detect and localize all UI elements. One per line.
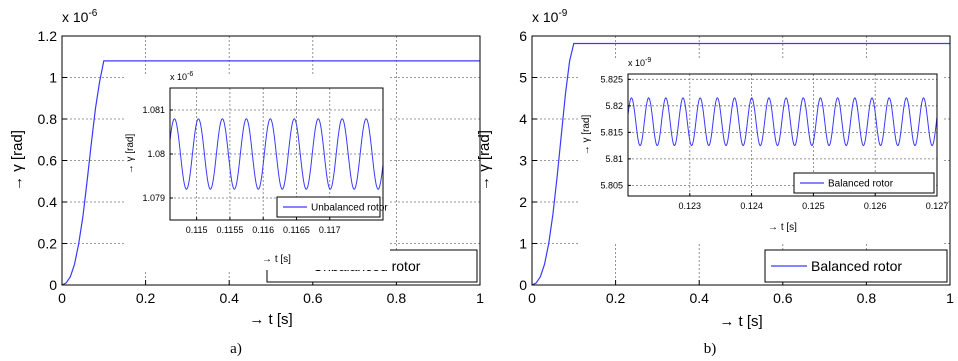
chart-b-ytick-label-2: 2 bbox=[519, 194, 527, 210]
chart-b-xtick-label-4: 0.8 bbox=[857, 290, 877, 306]
chart-a-y-exponent: x 10-6 bbox=[62, 8, 98, 25]
chart-b-inset-legend-label: Balanced rotor bbox=[828, 179, 894, 190]
caption-b: b) bbox=[704, 341, 717, 357]
chart-a-inset-ytick-label-2: 1.081 bbox=[142, 105, 165, 115]
caption-a: a) bbox=[230, 341, 242, 357]
chart-a-ytick-label-4: 0.8 bbox=[38, 111, 58, 127]
chart-a-inset: 0.115 0.1155 0.116 0.1165 0.117 1.079 1.08 1.08… bbox=[125, 71, 390, 270]
chart-b-ytick-label-3: 3 bbox=[519, 152, 527, 168]
chart-a-ytick-label-2: 0.4 bbox=[38, 194, 58, 210]
chart-b-inset-series-line-0 bbox=[627, 97, 938, 147]
chart-b-inset-x-axis-label: → t [s] bbox=[768, 222, 797, 233]
chart-b-inset-ytick-label-0: 5.805 bbox=[600, 181, 623, 191]
chart-b-y-exponent: x 10-9 bbox=[532, 8, 568, 25]
chart-a-x-axis-label: → t [s] bbox=[249, 311, 292, 328]
chart-a-inset-series-line-0 bbox=[169, 118, 384, 190]
chart-a-inset-xtick-label-1: 0.1155 bbox=[216, 225, 243, 235]
chart-b-ytick-label-0: 0 bbox=[519, 277, 527, 293]
chart-a-inset-xtick-label-0: 0.115 bbox=[186, 225, 208, 235]
chart-b-inset-frame bbox=[627, 73, 938, 197]
chart-b-xtick-label-2: 0.4 bbox=[689, 290, 709, 306]
chart-a-inset-xtick-label-3: 0.1165 bbox=[283, 225, 310, 235]
chart-a-xtick-label-1: 0.2 bbox=[136, 290, 156, 306]
chart-a-xtick-label-0: 0 bbox=[58, 290, 66, 306]
chart-a-inset-ytick-label-1: 1.08 bbox=[147, 149, 165, 159]
chart-b-ytick-label-6: 6 bbox=[519, 28, 527, 44]
chart-a-y-axis-label: → γ [rad] bbox=[9, 130, 26, 191]
chart-a-ytick-label-6: 1.2 bbox=[38, 28, 58, 44]
chart-b-ytick-label-1: 1 bbox=[519, 235, 527, 251]
chart-b-inset-ytick-label-4: 5.825 bbox=[600, 74, 623, 84]
chart-a-xtick-label-4: 0.8 bbox=[387, 290, 407, 306]
chart-b-y-axis-label: → γ [rad] bbox=[476, 130, 493, 191]
chart-b-ytick-label-5: 5 bbox=[519, 69, 527, 85]
chart-b-inset-y-exponent: x 10-9 bbox=[628, 57, 651, 68]
chart-b-xtick-label-1: 0.2 bbox=[606, 290, 626, 306]
chart-b-inset-y-axis-label: → γ [rad] bbox=[581, 115, 592, 156]
chart-a-inset-y-exponent: x 10-6 bbox=[170, 71, 193, 82]
chart-a-inset-legend-box bbox=[276, 196, 381, 218]
chart-a-xtick-label-5: 1 bbox=[476, 290, 484, 306]
chart-a-inset-xtick-label-4: 0.117 bbox=[319, 225, 341, 235]
chart-a-series-line-0 bbox=[61, 60, 480, 286]
chart-b-xtick-label-0: 0 bbox=[528, 290, 536, 306]
chart-a-inset-legend-label: Unbalanced rotor bbox=[311, 203, 388, 214]
chart-a-ytick-label-1: 0.2 bbox=[38, 235, 58, 251]
chart-a-ytick-label-3: 0.6 bbox=[38, 152, 58, 168]
chart-a-xtick-label-2: 0.4 bbox=[219, 290, 239, 306]
chart-b-legend-label: Balanced rotor bbox=[811, 258, 902, 274]
chart-b-inset-xtick-label-4: 0.127 bbox=[926, 201, 949, 211]
chart-a-xtick-label-3: 0.6 bbox=[303, 290, 323, 306]
chart-b-x-axis-label: → t [s] bbox=[719, 313, 762, 330]
chart-b-xtick-label-3: 0.6 bbox=[773, 290, 793, 306]
chart-b-inset-legend-box bbox=[793, 172, 935, 194]
chart-a-inset-x-axis-label: → t [s] bbox=[262, 254, 291, 265]
chart-b-inset-ytick-label-3: 5.82 bbox=[605, 101, 623, 111]
chart-a-ytick-label-5: 1 bbox=[49, 69, 57, 85]
chart-b-inset-ytick-label-2: 5.815 bbox=[600, 127, 623, 137]
chart-a: 0 0.2 0.4 0.6 0.8 100.20.40.60.811.2x 10-6→ t… bbox=[9, 8, 484, 328]
chart-a-inset-y-axis-label: → γ [rad] bbox=[125, 134, 136, 175]
chart-b-inset-xtick-label-1: 0.124 bbox=[740, 201, 763, 211]
chart-b-inset-ytick-label-1: 5.81 bbox=[605, 154, 623, 164]
chart-b: 0 0.2 0.4 0.6 0.8 1 0 1 2 3 4 5 6 x 10-9 → t [s] → γ [r… bbox=[476, 8, 954, 330]
chart-b-series-line-0 bbox=[531, 42, 950, 286]
chart-b-ytick-label-4: 4 bbox=[519, 111, 527, 127]
chart-a-inset-xtick-label-2: 0.116 bbox=[252, 225, 274, 235]
chart-b-inset-xtick-label-0: 0.123 bbox=[679, 201, 702, 211]
chart-b-inset: 0.123 0.124 0.125 0.126 0.127 5.805 5.81 5.815 5… bbox=[578, 57, 948, 244]
chart-b-inset-xtick-label-2: 0.125 bbox=[802, 201, 825, 211]
chart-a-ytick-label-0: 0 bbox=[49, 277, 57, 293]
chart-b-inset-xtick-label-3: 0.126 bbox=[864, 201, 887, 211]
chart-b-xtick-label-5: 1 bbox=[946, 290, 954, 306]
chart-a-inset-ytick-label-0: 1.079 bbox=[142, 193, 165, 203]
